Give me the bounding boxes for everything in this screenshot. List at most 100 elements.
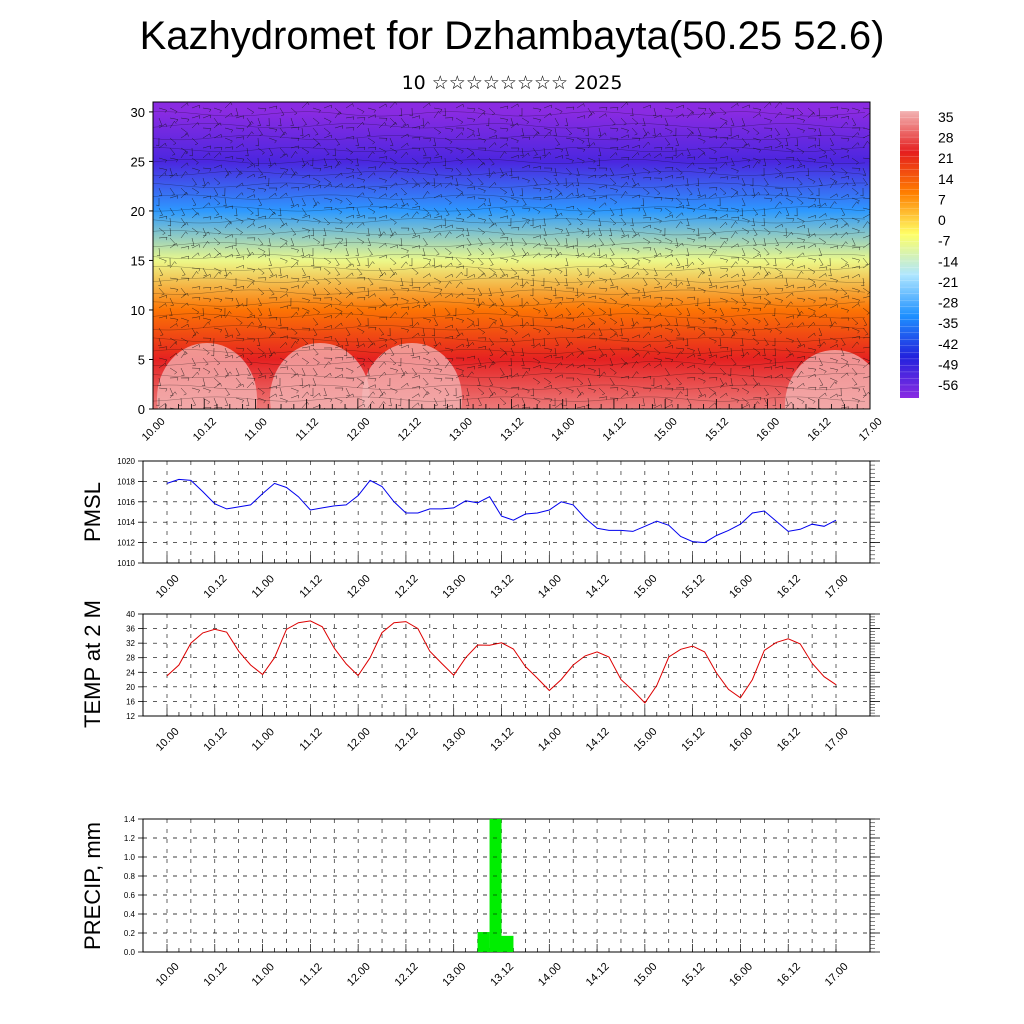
wind-barb xyxy=(268,207,276,216)
wind-barb xyxy=(224,112,233,119)
wind-barb xyxy=(785,207,790,216)
wind-barb xyxy=(246,164,255,169)
wind-barb xyxy=(785,367,795,372)
wind-barb xyxy=(631,391,639,399)
wind-barb xyxy=(312,217,321,224)
temperature-contour xyxy=(153,254,866,259)
wind-barb xyxy=(829,167,836,176)
wind-barb xyxy=(389,182,398,189)
wind-barb xyxy=(565,147,569,156)
wind-barb xyxy=(202,145,211,149)
wind-barb xyxy=(167,257,171,267)
wind-barb xyxy=(532,377,541,385)
wind-barb xyxy=(719,107,727,115)
wind-barb xyxy=(442,107,446,117)
wind-barb xyxy=(521,177,531,184)
wind-barb xyxy=(477,337,487,341)
wind-barb xyxy=(543,354,552,359)
wind-barb xyxy=(235,256,245,260)
wind-barb xyxy=(609,127,619,132)
wind-barb xyxy=(554,192,563,199)
wind-barb xyxy=(334,397,343,404)
wind-barb xyxy=(708,157,718,162)
wind-barb xyxy=(213,297,223,303)
colorbar-label: -35 xyxy=(938,315,958,331)
wind-barb xyxy=(719,207,729,212)
wind-barb xyxy=(752,307,762,312)
wind-barb xyxy=(510,372,519,379)
wind-barb xyxy=(345,127,355,131)
wind-barb xyxy=(356,397,365,404)
wind-barb xyxy=(807,307,816,314)
wind-barb xyxy=(664,337,672,345)
wind-barb xyxy=(367,306,377,311)
wind-barb xyxy=(675,257,681,266)
wind-barb xyxy=(620,234,629,239)
wind-barb xyxy=(255,207,259,217)
wind-barb xyxy=(224,354,233,359)
wind-barb xyxy=(653,177,663,182)
wind-barb xyxy=(345,356,355,360)
wind-barb xyxy=(730,257,740,261)
wind-barb xyxy=(477,365,486,369)
wind-barb xyxy=(312,184,321,189)
wind-barb xyxy=(719,307,725,316)
wind-barb xyxy=(642,331,651,339)
wind-barb xyxy=(246,397,250,406)
wind-barb xyxy=(774,223,783,229)
wind-barb xyxy=(387,377,391,387)
wind-barb xyxy=(213,107,223,114)
wind-barb xyxy=(653,324,662,329)
wind-barb xyxy=(444,207,450,216)
wind-barb xyxy=(400,202,409,209)
wind-barb xyxy=(453,387,457,397)
wind-barb xyxy=(587,157,596,164)
wind-barb xyxy=(807,215,816,219)
wind-barb xyxy=(301,327,311,332)
wind-barb xyxy=(422,262,431,269)
wind-barb xyxy=(565,363,574,369)
wind-barb xyxy=(466,213,475,219)
colorbar-label: -14 xyxy=(938,253,958,269)
wind-barb xyxy=(246,281,255,289)
wind-barb xyxy=(521,370,529,379)
wind-barb xyxy=(268,385,277,390)
wind-barb xyxy=(741,137,748,146)
wind-barb xyxy=(389,311,397,319)
wind-barb xyxy=(774,247,783,255)
wind-barb xyxy=(202,297,212,303)
wind-barb xyxy=(587,332,596,339)
wind-barb xyxy=(772,338,776,347)
wind-barb xyxy=(818,237,827,245)
wind-barb xyxy=(840,241,848,249)
wind-barb xyxy=(367,357,375,366)
wind-barb xyxy=(444,307,451,316)
wind-barb xyxy=(686,227,696,233)
wind-barb xyxy=(829,377,838,384)
wind-barb xyxy=(455,192,464,199)
wind-barb xyxy=(752,112,761,119)
wind-barb xyxy=(279,287,289,293)
wind-barb xyxy=(829,297,838,304)
wind-barb xyxy=(378,271,387,279)
wind-barb xyxy=(829,193,838,199)
wind-barb xyxy=(541,337,546,347)
wind-barb xyxy=(345,221,354,229)
wind-barb xyxy=(367,137,376,145)
wind-barb xyxy=(389,367,399,373)
wind-barb xyxy=(651,377,655,387)
wind-barb xyxy=(511,147,520,151)
wind-barb xyxy=(202,357,209,366)
wind-barb xyxy=(268,127,278,133)
wind-barb xyxy=(829,157,835,166)
series-line xyxy=(166,620,837,704)
wind-barb xyxy=(642,277,648,286)
wind-barb xyxy=(565,327,575,333)
wind-barb xyxy=(323,372,332,379)
x-tick-label: 12.00 xyxy=(345,961,373,989)
wind-barb xyxy=(499,197,508,204)
wind-barb xyxy=(543,286,553,291)
wind-barb xyxy=(620,157,630,161)
wind-barb xyxy=(477,202,486,209)
wind-barb xyxy=(796,237,806,243)
